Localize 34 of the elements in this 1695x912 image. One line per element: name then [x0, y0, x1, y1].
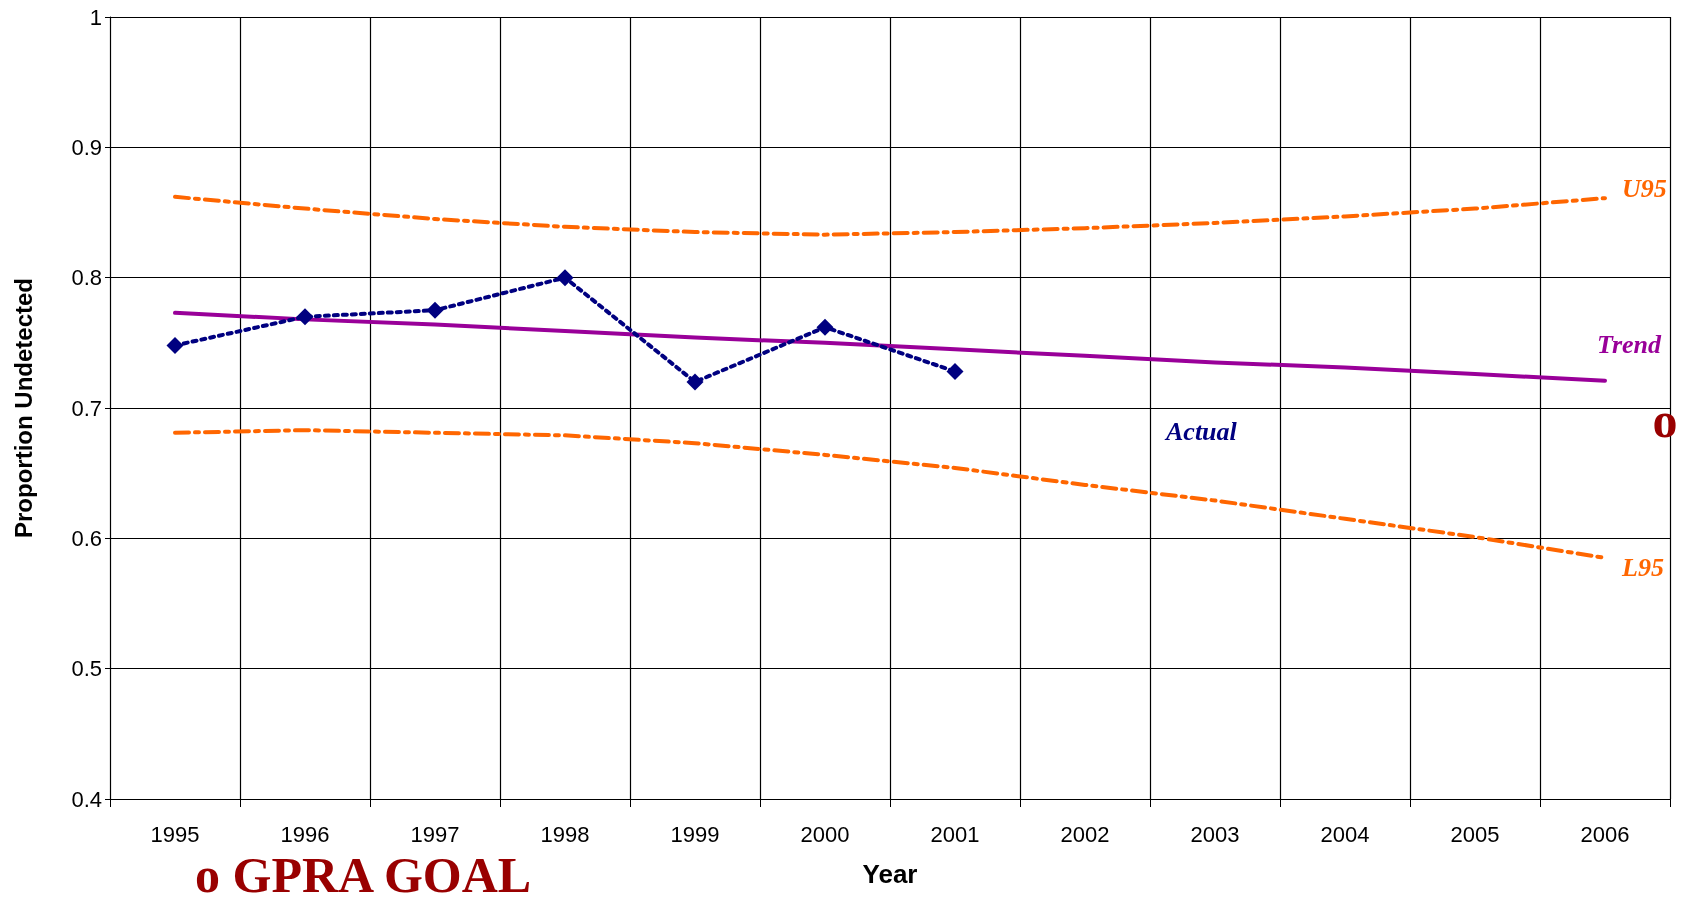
y-tick-label: 0.5 [71, 656, 102, 682]
x-tick-label: 2000 [800, 821, 850, 847]
x-tick-label: 2004 [1320, 821, 1370, 847]
y-tick-label: 1 [89, 4, 102, 30]
point [946, 363, 964, 381]
y-tick-label: 0.8 [71, 265, 102, 291]
x-tick-label: 2002 [1060, 821, 1110, 847]
point [166, 336, 184, 354]
point [816, 318, 834, 336]
x-tick-label: 1995 [150, 821, 200, 847]
x-axis-title: Year [862, 859, 918, 889]
x-tick-label: 2005 [1450, 821, 1500, 847]
point [296, 308, 314, 326]
series-label: U95 [1622, 173, 1667, 203]
x-tick-label: 1996 [280, 821, 330, 847]
x-tick-label: 2003 [1190, 821, 1240, 847]
point [556, 269, 574, 287]
point [426, 301, 444, 319]
line-series [173, 194, 1607, 237]
y-tick-label: 0.4 [71, 786, 102, 812]
x-tick-label: 2006 [1580, 821, 1630, 847]
series-label: L95 [1621, 553, 1664, 583]
y-tick-label: 0.9 [71, 134, 102, 160]
y-tick-label: 0.6 [71, 525, 102, 551]
x-tick-label: 1999 [670, 821, 720, 847]
series-label: Trend [1597, 330, 1663, 360]
text: Actual [1164, 417, 1238, 447]
point [686, 373, 704, 391]
x-tick-label: 1998 [540, 821, 590, 847]
x-tick-label: 2001 [930, 821, 980, 847]
y-tick-label: 0.7 [71, 395, 102, 421]
x-tick-label: 1997 [410, 821, 460, 847]
y-axis-title: Proportion Undetected [9, 277, 37, 539]
text: o GPRA GOAL [195, 847, 532, 903]
